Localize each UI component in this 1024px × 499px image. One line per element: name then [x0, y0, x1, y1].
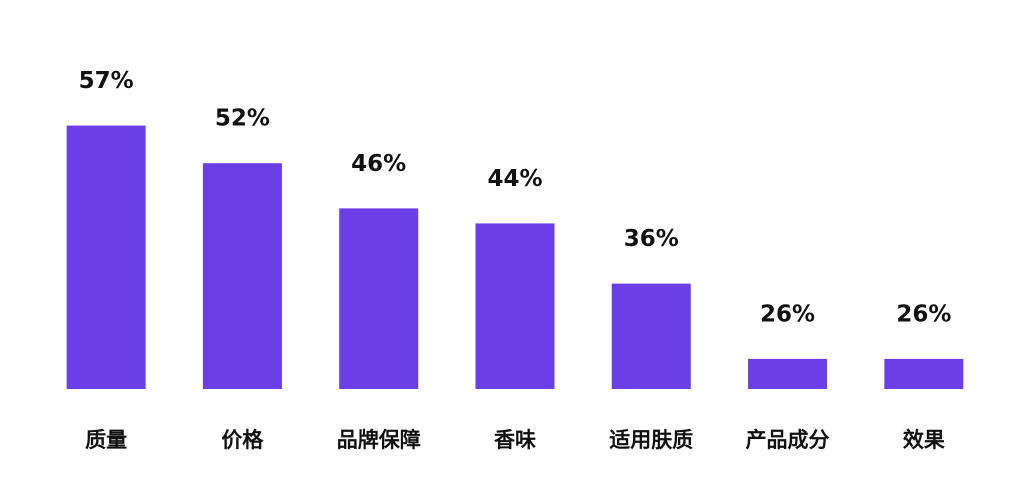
x-tick-label: 价格: [221, 428, 264, 452]
value-label: 36%: [624, 226, 679, 252]
value-label: 26%: [760, 301, 815, 327]
bar: [475, 223, 555, 389]
value-label: 44%: [487, 166, 542, 192]
x-tick-label: 适用肤质: [609, 428, 693, 452]
x-tick-label: 产品成分: [746, 428, 830, 452]
bar: [884, 358, 964, 389]
bar: [748, 358, 828, 389]
value-label: 52%: [215, 106, 270, 132]
x-tick-label: 香味: [494, 428, 536, 452]
bar: [339, 208, 419, 389]
value-label: 46%: [351, 151, 406, 177]
value-label: 26%: [896, 301, 951, 327]
x-tick-label: 品牌保障: [337, 428, 421, 452]
bar: [66, 125, 146, 389]
x-tick-label: 效果: [903, 428, 945, 452]
bar: [611, 283, 691, 389]
x-tick-label: 质量: [85, 428, 127, 452]
value-label: 57%: [79, 68, 134, 94]
bar: [202, 163, 282, 389]
